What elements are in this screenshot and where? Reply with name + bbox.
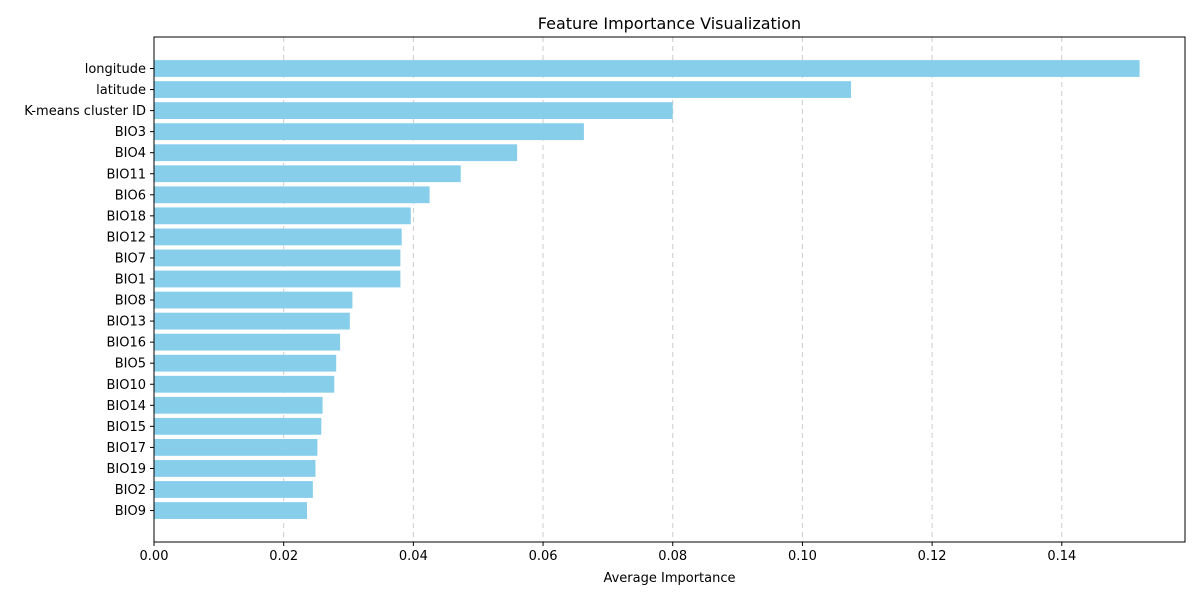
y-tick-label: K-means cluster ID xyxy=(24,104,146,119)
bar xyxy=(154,312,350,330)
bar xyxy=(154,270,401,288)
x-axis: 0.00 0.02 0.04 0.06 0.08 0.10 0.12 0.14 xyxy=(140,542,1076,564)
bar xyxy=(154,60,1140,77)
x-tick-label: 0.14 xyxy=(1047,549,1076,564)
bar xyxy=(154,460,316,477)
bar xyxy=(154,186,430,204)
y-axis: longitude latitude K-means cluster ID BIO3 B… xyxy=(24,62,154,519)
grid-lines xyxy=(283,37,1063,542)
x-tick-label: 0.10 xyxy=(788,549,817,564)
y-tick-label: BIO3 xyxy=(115,125,146,140)
y-tick-label: longitude xyxy=(85,62,146,77)
bar xyxy=(154,249,401,267)
y-tick-label: BIO17 xyxy=(106,441,146,456)
bar xyxy=(154,165,461,183)
y-tick-label: BIO5 xyxy=(115,357,146,372)
bar xyxy=(154,354,337,372)
y-tick-label: BIO19 xyxy=(106,462,146,477)
y-tick-label: BIO6 xyxy=(115,188,146,203)
y-tick-label: BIO11 xyxy=(106,167,146,182)
x-tick-label: 0.06 xyxy=(529,549,558,564)
bar xyxy=(154,102,673,119)
bar xyxy=(154,291,353,309)
y-tick-label: BIO1 xyxy=(115,273,146,288)
y-tick-label: BIO10 xyxy=(106,378,146,393)
y-tick-label: BIO14 xyxy=(106,399,146,414)
x-tick-label: 0.08 xyxy=(658,549,687,564)
y-tick-label: BIO12 xyxy=(106,230,146,245)
y-tick-label: BIO9 xyxy=(115,504,146,519)
x-axis-title: Average Importance xyxy=(603,571,735,586)
bar xyxy=(154,481,313,498)
bar xyxy=(154,502,308,519)
bar xyxy=(154,417,322,435)
bar xyxy=(154,396,323,414)
bar xyxy=(154,333,341,351)
x-tick-label: 0.04 xyxy=(399,549,428,564)
bar xyxy=(154,144,518,162)
x-tick-label: 0.12 xyxy=(918,549,947,564)
bar xyxy=(154,123,584,141)
bar xyxy=(154,228,402,246)
bars xyxy=(154,60,1140,519)
bar xyxy=(154,81,852,98)
y-tick-label: BIO7 xyxy=(115,251,146,266)
chart-title: Feature Importance Visualization xyxy=(538,14,801,33)
x-tick-label: 0.00 xyxy=(140,549,169,564)
bar xyxy=(154,375,335,393)
y-tick-label: BIO4 xyxy=(115,146,146,161)
y-tick-label: BIO16 xyxy=(106,336,146,351)
bar xyxy=(154,207,411,225)
x-tick-label: 0.02 xyxy=(269,549,298,564)
y-tick-label: BIO15 xyxy=(106,420,146,435)
bar xyxy=(154,439,318,456)
y-tick-label: latitude xyxy=(96,83,146,98)
y-tick-label: BIO18 xyxy=(106,209,146,224)
plot-frame xyxy=(153,36,1186,543)
y-tick-label: BIO2 xyxy=(115,483,146,498)
y-tick-label: BIO8 xyxy=(115,294,146,309)
y-tick-label: BIO13 xyxy=(106,315,146,330)
